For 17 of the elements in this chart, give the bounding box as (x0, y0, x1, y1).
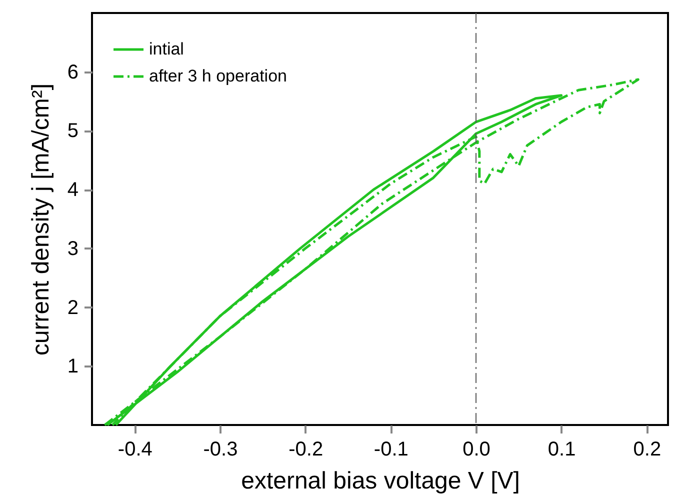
legend-label: after 3 h operation (149, 66, 287, 86)
x-tick-label: 0.1 (548, 438, 576, 460)
y-tick-label: 1 (67, 356, 78, 378)
x-axis-title: external bias voltage V [V] (241, 468, 520, 494)
legend-label: intial (149, 40, 184, 58)
y-tick-label: 6 (67, 61, 78, 84)
x-tick-label: -0.1 (374, 438, 408, 460)
x-tick-label: 0.0 (462, 438, 490, 460)
y-tick-label: 4 (67, 179, 78, 202)
y-tick-label: 5 (67, 120, 78, 142)
y-tick-label: 3 (67, 238, 78, 260)
y-axis-title: current density j [mA/cm²] (27, 83, 54, 356)
y-tick-label: 2 (67, 296, 78, 319)
x-tick-label: -0.4 (118, 438, 152, 460)
x-tick-label: -0.3 (203, 438, 238, 460)
x-tick-label: -0.2 (288, 438, 324, 460)
x-tick-label: 0.2 (633, 438, 662, 460)
